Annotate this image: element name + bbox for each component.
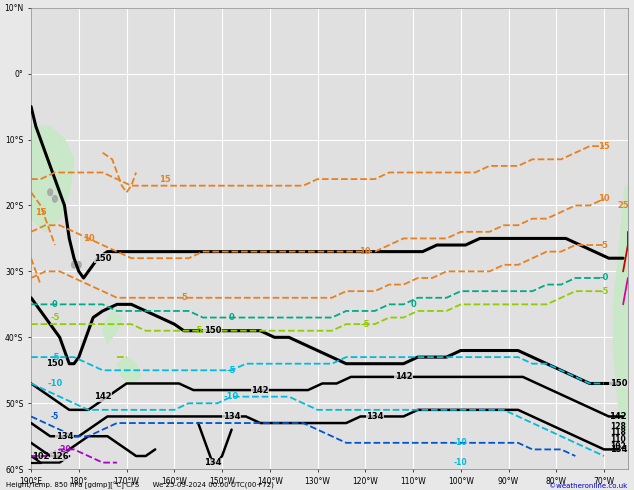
- Text: -20: -20: [58, 445, 71, 454]
- Text: -5: -5: [50, 353, 60, 362]
- Polygon shape: [614, 186, 628, 436]
- Text: Height/Temp. 850 hPa [gdmp][°C] CFS      We 25-09-2024 00:00 UTC(00+72): Height/Temp. 850 hPa [gdmp][°C] CFS We 2…: [6, 482, 275, 489]
- Text: -10: -10: [224, 392, 239, 401]
- Text: 102: 102: [32, 451, 49, 461]
- Text: 118: 118: [611, 428, 626, 438]
- Text: 150: 150: [94, 254, 112, 263]
- Text: -5: -5: [51, 412, 59, 421]
- Text: -5: -5: [599, 287, 609, 295]
- Text: 142: 142: [395, 372, 412, 381]
- Text: 10: 10: [82, 234, 94, 243]
- Text: 10: 10: [359, 247, 371, 256]
- Circle shape: [77, 262, 81, 268]
- Text: 5: 5: [601, 241, 607, 249]
- Circle shape: [48, 189, 53, 196]
- Text: -10: -10: [454, 458, 468, 467]
- Circle shape: [53, 196, 57, 202]
- Text: 5: 5: [181, 294, 187, 302]
- Text: 134: 134: [204, 458, 221, 467]
- Text: 15: 15: [159, 174, 171, 184]
- Text: 150: 150: [609, 379, 627, 388]
- Text: 134: 134: [366, 412, 384, 421]
- Text: 0: 0: [229, 313, 235, 322]
- Text: 142: 142: [609, 412, 627, 421]
- Text: 142: 142: [252, 386, 269, 394]
- Text: 15: 15: [598, 142, 610, 150]
- Text: 25: 25: [618, 201, 629, 210]
- Text: 134: 134: [56, 432, 74, 441]
- Text: 102: 102: [611, 441, 626, 451]
- Text: 15: 15: [35, 208, 46, 217]
- Text: -5: -5: [193, 326, 203, 335]
- Text: 150: 150: [204, 326, 221, 335]
- Text: -5: -5: [361, 319, 370, 329]
- Text: 0: 0: [52, 300, 58, 309]
- Text: ©weatheronline.co.uk: ©weatheronline.co.uk: [550, 483, 628, 489]
- Circle shape: [72, 262, 77, 268]
- Polygon shape: [31, 126, 74, 232]
- Text: 134: 134: [223, 412, 240, 421]
- Text: -0: -0: [599, 273, 609, 283]
- Text: 10: 10: [598, 195, 610, 203]
- Polygon shape: [103, 311, 122, 344]
- Text: 128: 128: [611, 422, 626, 431]
- Text: 110: 110: [611, 435, 626, 444]
- Text: 142: 142: [94, 392, 112, 401]
- Polygon shape: [117, 357, 141, 384]
- Text: 150: 150: [46, 359, 63, 368]
- Text: 134: 134: [609, 445, 627, 454]
- Text: 0: 0: [410, 300, 416, 309]
- Text: -10: -10: [48, 379, 63, 388]
- Text: -5: -5: [227, 366, 236, 375]
- Text: -5: -5: [50, 313, 60, 322]
- Text: 126: 126: [51, 451, 68, 461]
- Text: -10: -10: [454, 439, 468, 447]
